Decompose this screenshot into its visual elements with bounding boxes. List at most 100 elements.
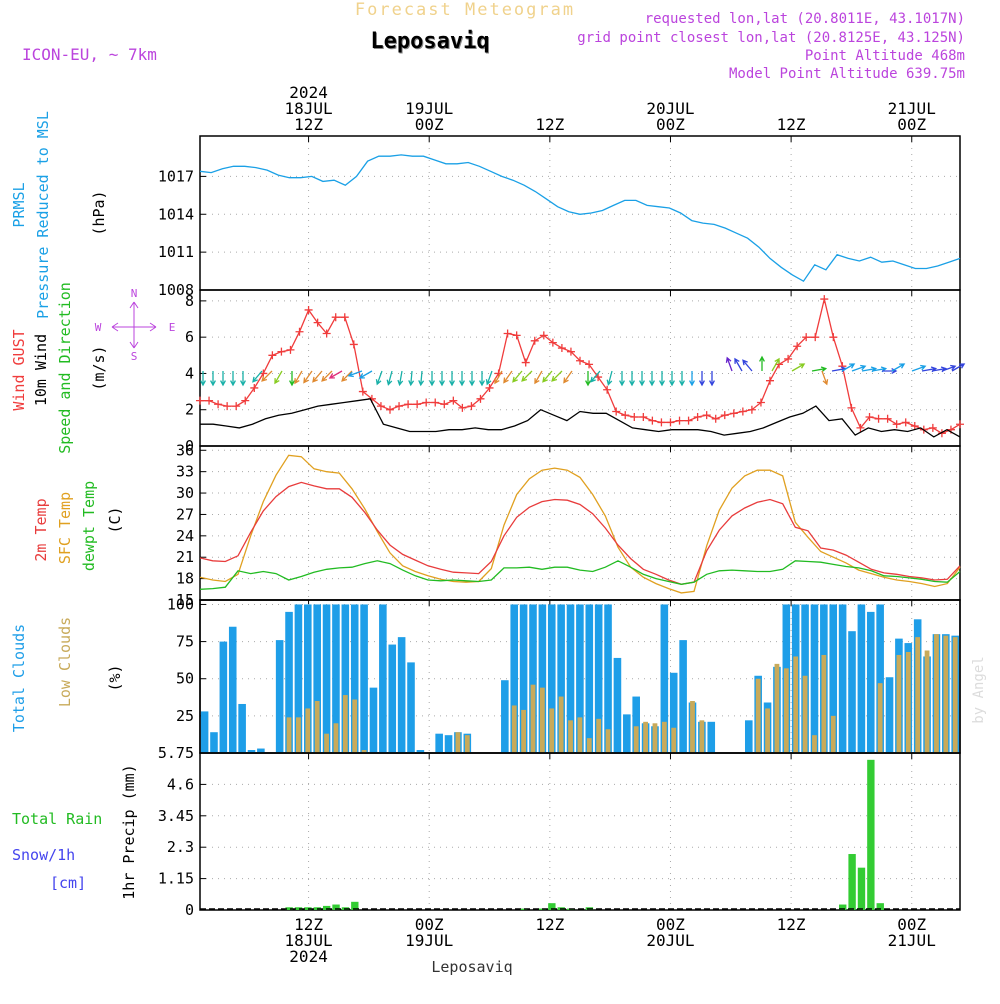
low-cloud-bar [530, 684, 536, 753]
total-cloud-bar [660, 604, 669, 753]
low-clouds-label: Low Clouds [56, 617, 74, 707]
gust-marker [639, 412, 648, 421]
total-cloud-bar [810, 604, 819, 753]
wind-direction-arrow [220, 371, 226, 387]
gust-marker [250, 383, 259, 392]
gust-marker [548, 338, 557, 347]
wind-direction-arrow [503, 370, 513, 384]
bottom-tick-label: 12Z [294, 915, 323, 934]
gust-marker [431, 398, 440, 407]
top-tick-label: 12Z [777, 115, 806, 134]
wind-direction-arrow [386, 370, 393, 386]
total-cloud-bar [210, 732, 218, 753]
wind-direction-arrow [891, 363, 906, 372]
y-tick-label: 4.6 [167, 775, 194, 793]
bottom-tick-label: 18JUL [284, 931, 332, 950]
gust-marker [467, 402, 476, 411]
low-cloud-bar [643, 721, 648, 753]
low-cloud-bar [333, 723, 339, 753]
y-tick-label: 18 [176, 570, 194, 588]
total-cloud-bar [219, 641, 228, 753]
total-cloud-bar [341, 604, 350, 753]
compass-east: E [169, 321, 176, 334]
total-cloud-bar [322, 604, 331, 753]
point-altitude: Point Altitude 468m [805, 48, 965, 64]
total-cloud-bar [350, 604, 359, 753]
gust-marker [820, 295, 829, 304]
precip-panel: 0 1.15 2.3 3.45 4.6 5.75 [158, 744, 961, 919]
low-cloud-bar [821, 654, 827, 753]
wind-direction-arrow [408, 370, 415, 387]
low-cloud-bar [783, 668, 789, 753]
gust-marker [395, 402, 404, 411]
wind-direction-arrow [542, 370, 553, 383]
low-cloud-bar [896, 654, 902, 753]
wind-direction-arrow [240, 371, 246, 387]
total-cloud-bar [744, 720, 753, 753]
wind-direction-arrow [289, 371, 295, 387]
low-cloud-bar [774, 663, 780, 753]
wind-direction-arrow [689, 371, 695, 387]
total-cloud-bar [566, 604, 575, 753]
bottom-tick-label: 19JUL [405, 931, 453, 950]
top-tick-label: 19JUL [405, 99, 453, 118]
gust-marker [711, 414, 720, 423]
wind-direction-arrow [439, 371, 445, 387]
wind-direction-arrow [821, 370, 829, 386]
total-cloud-bar [557, 604, 565, 753]
wind-direction-arrow [811, 366, 828, 373]
low-cloud-bar [830, 715, 836, 753]
y-tick-label: 33 [176, 463, 194, 481]
top-tick-label: 2024 [289, 83, 328, 102]
low-cloud-bar [568, 720, 573, 753]
model-label: ICON-EU, ~ 7km [22, 45, 157, 64]
top-tick-label: 12Z [535, 115, 564, 134]
low-cloud-bar [661, 721, 667, 753]
wind-direction-arrow [629, 371, 635, 387]
wind-direction-arrow [294, 370, 303, 385]
low-cloud-bar [586, 738, 592, 753]
requested-coords: requested lon,lat (20.8011E, 43.1017N) [645, 11, 965, 27]
gust-marker [440, 400, 449, 409]
gust-marker [214, 400, 223, 409]
total-cloud-bar [519, 604, 528, 753]
wind-direction-arrow [521, 370, 533, 382]
total-cloud-bar [876, 604, 884, 753]
wind-direction-arrow [210, 371, 216, 387]
wind-speed-line [200, 398, 961, 438]
wind-direction-arrow [791, 363, 806, 372]
gust-marker [892, 420, 901, 429]
wind-direction-arrow [429, 371, 435, 387]
gust-marker [693, 412, 702, 421]
y-tick-label: 1008 [158, 281, 194, 299]
gust-marker [322, 329, 331, 338]
wind-direction-arrow [659, 371, 665, 387]
low-cloud-bar [305, 708, 311, 753]
gust-marker [232, 402, 241, 411]
low-cloud-bar [324, 733, 329, 753]
gust-marker [268, 351, 277, 360]
low-cloud-bar [765, 708, 770, 753]
wind-direction-arrow [679, 371, 685, 387]
wind-direction-arrow [485, 370, 493, 386]
hpa-unit-label: (hPa) [90, 190, 108, 235]
gust-marker [829, 333, 838, 342]
snow-label: Snow/1h [12, 846, 75, 864]
total-cloud-bar [379, 604, 387, 753]
rain-bar [839, 904, 847, 910]
wind-direction-arrow [230, 371, 236, 387]
wind-direction-arrow [606, 370, 613, 386]
top-tick-label: 00Z [656, 115, 685, 134]
wind-direction-arrow [512, 370, 523, 383]
gust-marker [747, 405, 756, 414]
y-tick-label: 2 [185, 401, 194, 419]
gust-marker [956, 420, 964, 429]
gust-marker [612, 407, 621, 416]
rain-bar [848, 854, 856, 910]
gust-marker [675, 416, 684, 425]
total-cloud-bar [613, 657, 622, 753]
total-cloud-bar [576, 604, 584, 753]
compass-south: S [131, 350, 138, 363]
wind-direction-arrow [375, 370, 383, 386]
